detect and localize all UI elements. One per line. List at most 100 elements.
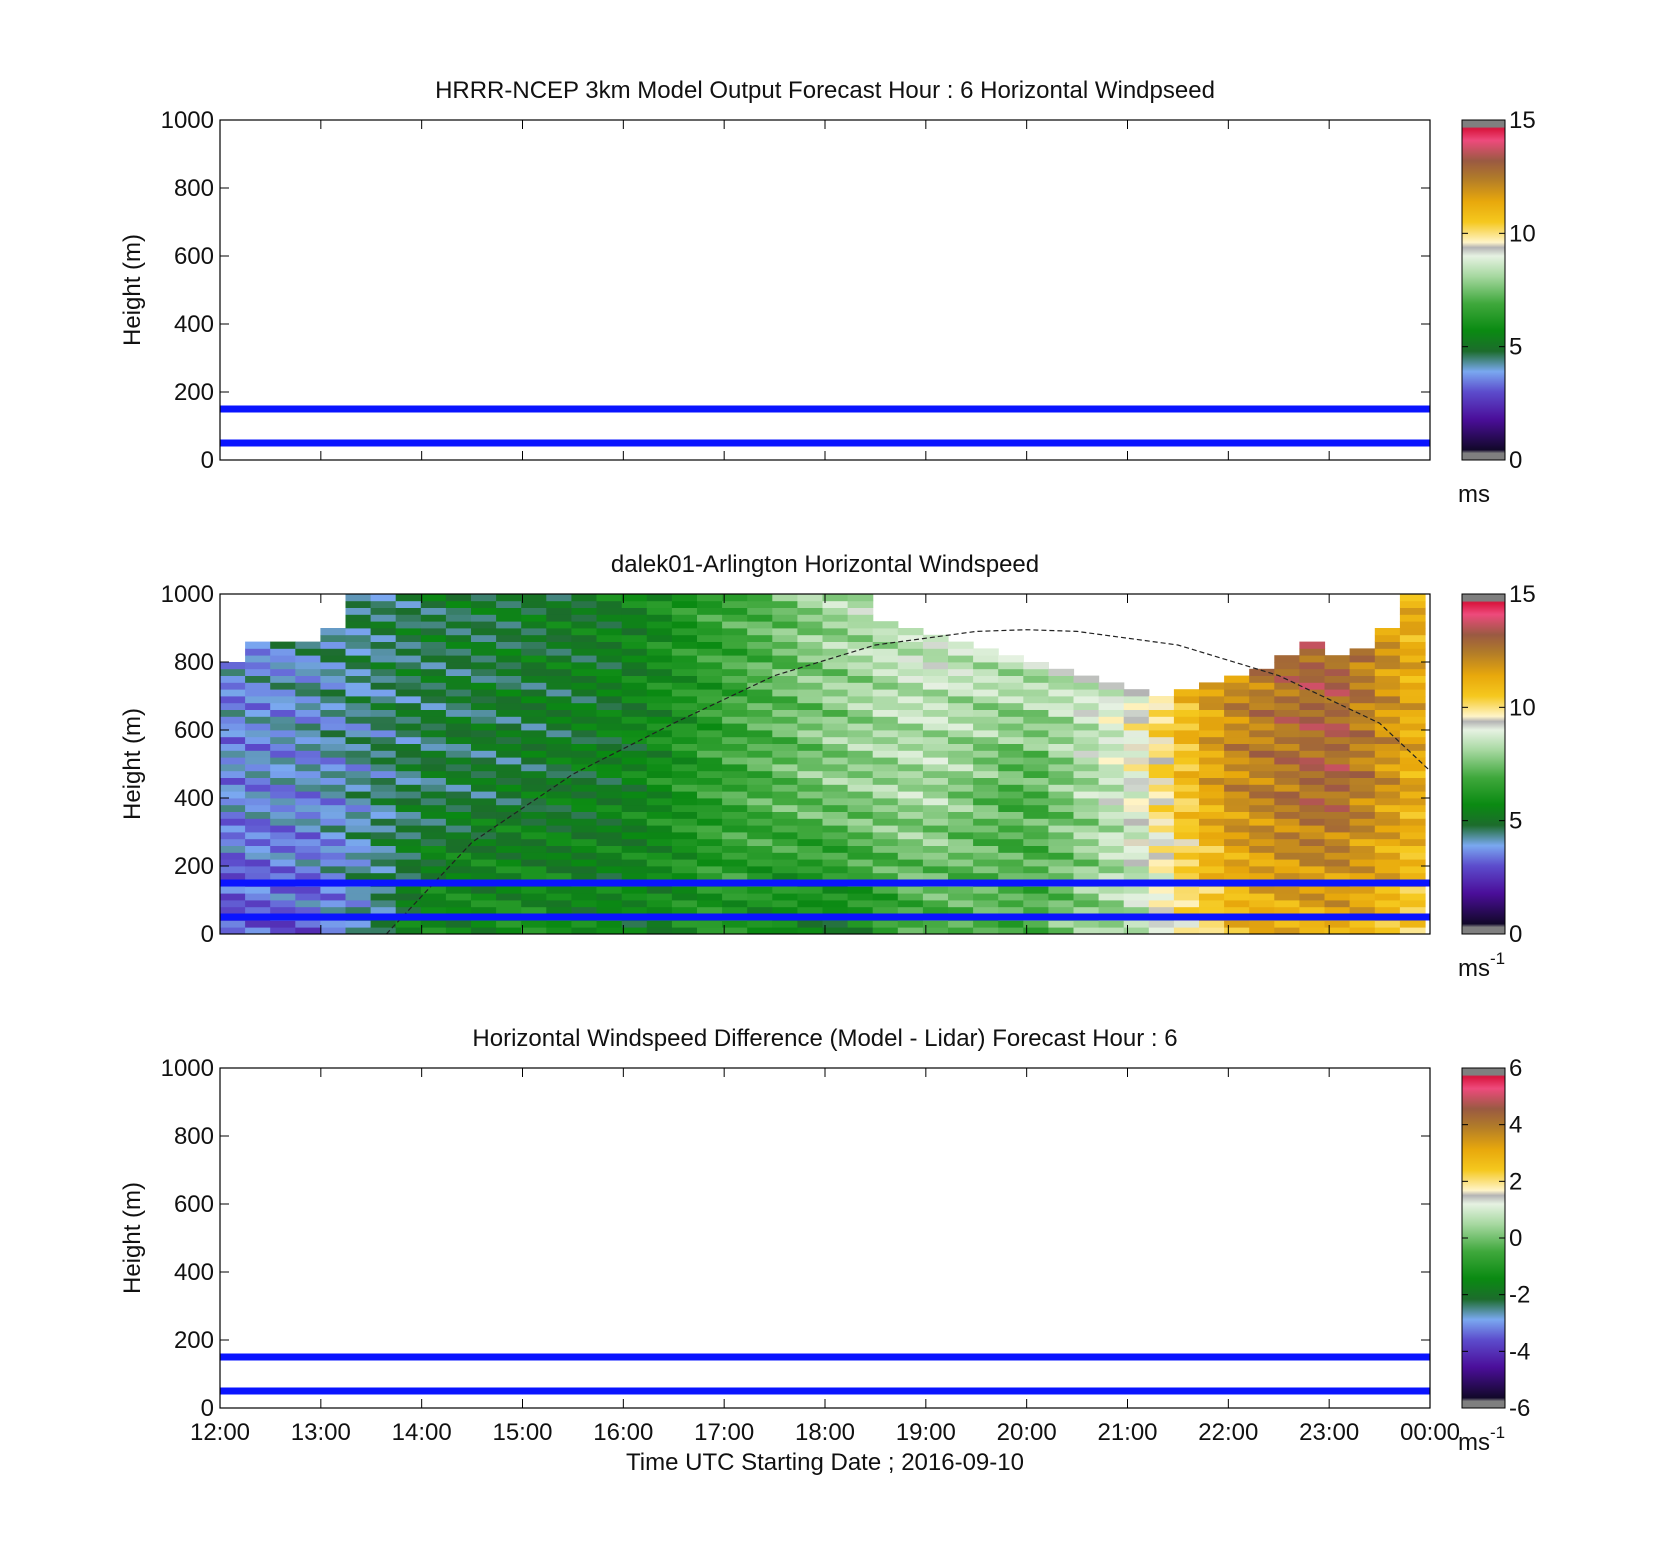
heatmap-cell xyxy=(797,872,824,880)
heatmap-cell xyxy=(270,784,296,792)
heatmap-cell xyxy=(471,906,497,914)
heatmap-cell xyxy=(922,770,949,778)
heatmap-cell xyxy=(1073,743,1100,751)
heatmap-cell xyxy=(646,682,673,690)
heatmap-cell xyxy=(1048,770,1075,778)
heatmap-cell xyxy=(948,730,974,738)
heatmap-cell xyxy=(621,634,648,642)
heatmap-cell xyxy=(1023,804,1049,812)
heatmap-cell xyxy=(370,764,397,772)
heatmap-cell xyxy=(596,662,623,670)
heatmap-cell xyxy=(496,648,522,656)
heatmap-cell xyxy=(1173,893,1200,901)
heatmap-cell xyxy=(998,777,1024,785)
heatmap-cell xyxy=(897,757,924,765)
heatmap-cell xyxy=(1299,798,1326,806)
heatmap-cell xyxy=(420,825,447,833)
heatmap-cell xyxy=(295,668,321,676)
heatmap-cell xyxy=(948,900,974,908)
heatmap-cell xyxy=(671,634,698,642)
heatmap-cell xyxy=(1148,872,1175,880)
heatmap-cell xyxy=(345,655,372,663)
heatmap-cell xyxy=(270,641,296,649)
heatmap-cell xyxy=(948,743,974,751)
heatmap-cell xyxy=(747,709,773,717)
heatmap-cell xyxy=(621,791,648,799)
heatmap-cell xyxy=(220,838,246,846)
heatmap-cell xyxy=(1073,859,1100,867)
heatmap-cell xyxy=(471,784,497,792)
heatmap-cell xyxy=(646,736,673,744)
heatmap-cell xyxy=(445,634,472,642)
heatmap-cell xyxy=(1274,655,1300,663)
heatmap-cell xyxy=(1274,838,1300,846)
heatmap-cell xyxy=(948,798,974,806)
heatmap-cell xyxy=(1224,709,1250,717)
heatmap-cell xyxy=(220,716,246,724)
heatmap-cell xyxy=(546,920,572,928)
heatmap-cell xyxy=(571,927,598,934)
heatmap-cell xyxy=(420,716,447,724)
heatmap-cell xyxy=(1274,696,1300,704)
heatmap-cell xyxy=(747,682,773,690)
heatmap-cell xyxy=(1399,764,1426,772)
heatmap-cell xyxy=(1199,750,1225,758)
heatmap-cell xyxy=(797,832,824,840)
heatmap-cell xyxy=(1249,770,1275,778)
heatmap-cell xyxy=(471,900,497,908)
heatmap-cell xyxy=(872,818,899,826)
heatmap-cell xyxy=(1374,696,1401,704)
heatmap-cell xyxy=(245,709,271,717)
panel-title: Horizontal Windspeed Difference (Model -… xyxy=(472,1025,1177,1052)
heatmap-cell xyxy=(245,730,271,738)
heatmap-cell xyxy=(998,662,1024,670)
heatmap-cell xyxy=(370,770,397,778)
heatmap-cell xyxy=(872,689,899,697)
heatmap-cell xyxy=(370,689,397,697)
heatmap-cell xyxy=(345,723,372,731)
heatmap-cell xyxy=(1123,804,1150,812)
heatmap-cell xyxy=(295,825,321,833)
heatmap-cell xyxy=(646,655,673,663)
heatmap-cell xyxy=(546,900,572,908)
heatmap-cell xyxy=(270,696,296,704)
heatmap-cell xyxy=(772,716,798,724)
heatmap-cell xyxy=(822,825,849,833)
heatmap-cell xyxy=(295,791,321,799)
heatmap-cell xyxy=(998,852,1024,860)
heatmap-cell xyxy=(1299,757,1326,765)
heatmap-cell xyxy=(722,927,748,934)
heatmap-cell xyxy=(847,838,874,846)
heatmap-cell xyxy=(1173,750,1200,758)
heatmap-cell xyxy=(546,838,572,846)
heatmap-cell xyxy=(1123,920,1150,928)
heatmap-cell xyxy=(471,662,497,670)
heatmap-cell xyxy=(395,696,422,704)
heatmap-cell xyxy=(797,927,824,934)
heatmap-cell xyxy=(747,906,773,914)
heatmap-cell xyxy=(747,689,773,697)
heatmap-cell xyxy=(897,866,924,874)
heatmap-cell xyxy=(295,784,321,792)
heatmap-cell xyxy=(797,736,824,744)
heatmap-cell xyxy=(370,777,397,785)
heatmap-cell xyxy=(571,777,598,785)
heatmap-cell xyxy=(1048,838,1075,846)
heatmap-cell xyxy=(922,906,949,914)
heatmap-cell xyxy=(872,696,899,704)
heatmap-cell xyxy=(320,682,347,690)
heatmap-cell xyxy=(1073,832,1100,840)
colorbar-unit-superscript: -1 xyxy=(1490,1423,1505,1442)
heatmap-cell xyxy=(697,628,723,636)
heatmap-cell xyxy=(1274,777,1300,785)
heatmap-cell xyxy=(295,702,321,710)
heatmap-cell xyxy=(420,804,447,812)
heatmap-cell xyxy=(1073,777,1100,785)
heatmap-cell xyxy=(1023,859,1049,867)
heatmap-cell xyxy=(571,702,598,710)
heatmap-cell xyxy=(220,920,246,928)
heatmap-cell xyxy=(797,838,824,846)
heatmap-cell xyxy=(445,893,472,901)
heatmap-cell xyxy=(546,811,572,819)
heatmap-cell xyxy=(445,818,472,826)
